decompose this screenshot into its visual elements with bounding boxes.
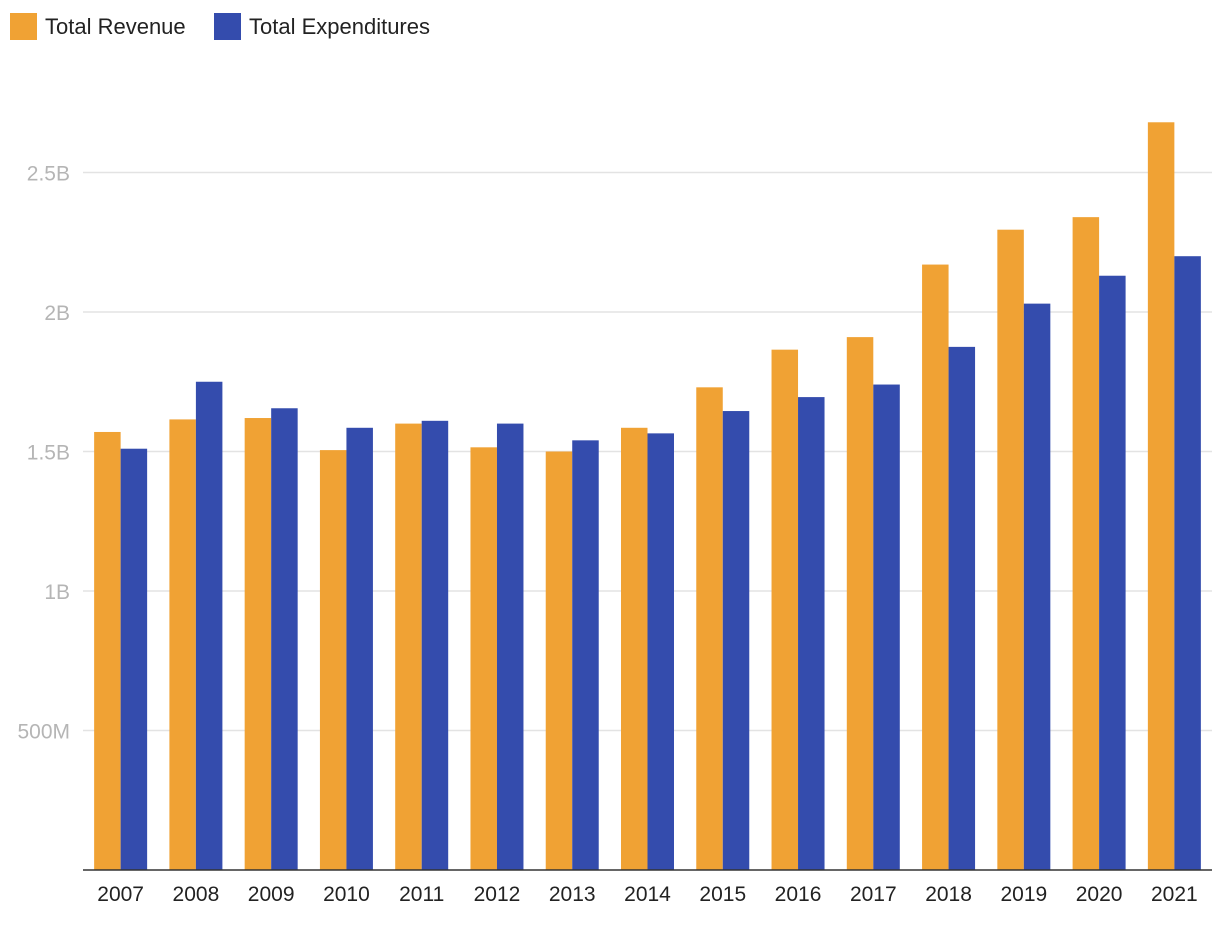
bar-total-revenue-2009 [244, 418, 272, 870]
x-tick-label: 2013 [549, 883, 596, 906]
x-tick-label: 2011 [399, 883, 444, 906]
bar-total-revenue-2017 [846, 337, 874, 870]
bar-total-expenditures-2014 [647, 433, 674, 870]
x-tick-label: 2015 [699, 883, 746, 906]
x-tick-label: 2014 [624, 883, 671, 906]
bar-total-revenue-2013 [545, 451, 573, 870]
bar-total-revenue-2018 [922, 264, 949, 870]
bar-total-expenditures-2013 [572, 440, 599, 870]
bar-total-expenditures-2012 [496, 423, 524, 870]
bar-total-revenue-2015 [696, 387, 723, 870]
bar-total-expenditures-2016 [798, 397, 825, 870]
bar-total-revenue-2021 [1147, 122, 1175, 870]
bar-total-revenue-2014 [621, 427, 648, 870]
bar-total-revenue-2020 [1072, 217, 1100, 870]
legend: Total Revenue Total Expenditures [10, 13, 430, 40]
bar-total-revenue-2011 [395, 423, 422, 870]
x-tick-label: 2020 [1076, 883, 1123, 906]
bar-total-expenditures-2011 [421, 420, 449, 870]
bar-total-revenue-2016 [771, 349, 799, 870]
x-tick-label: 2012 [474, 883, 521, 906]
y-tick-label: 1B [44, 581, 70, 604]
x-axis: 2007 2008 2009 2010 2011 2012 2013 2014 2015 2016… [97, 883, 1197, 906]
bar-total-revenue-2010 [319, 450, 347, 870]
legend-label-total-expenditures: Total Expenditures [249, 14, 430, 39]
bars [94, 122, 1201, 871]
bar-total-revenue-2012 [470, 447, 497, 870]
x-tick-label: 2016 [775, 883, 822, 906]
x-tick-label: 2010 [323, 883, 370, 906]
bar-total-expenditures-2017 [873, 384, 900, 870]
bar-total-expenditures-2019 [1023, 303, 1051, 870]
x-tick-label: 2007 [97, 883, 144, 906]
bar-total-revenue-2019 [997, 229, 1024, 870]
bar-total-expenditures-2020 [1099, 275, 1126, 871]
x-tick-label: 2019 [1000, 883, 1047, 906]
y-tick-label: 2B [44, 302, 70, 325]
x-tick-label: 2021 [1151, 883, 1198, 906]
x-tick-label: 2018 [925, 883, 972, 906]
bar-total-expenditures-2015 [722, 411, 750, 870]
legend-swatch-total-expenditures [214, 13, 241, 40]
y-axis: 500M 1B 1.5B 2B 2.5B [17, 163, 70, 744]
y-tick-label: 500M [17, 721, 70, 744]
bar-total-expenditures-2009 [271, 408, 298, 870]
bar-total-expenditures-2007 [120, 448, 148, 870]
x-tick-label: 2017 [850, 883, 897, 906]
bar-total-expenditures-2008 [195, 381, 223, 870]
bar-total-revenue-2007 [94, 431, 121, 870]
legend-label-total-revenue: Total Revenue [45, 14, 186, 39]
bar-total-expenditures-2018 [948, 346, 976, 870]
legend-swatch-total-revenue [10, 13, 37, 40]
x-tick-label: 2008 [173, 883, 220, 906]
y-tick-label: 1.5B [27, 442, 70, 465]
x-tick-label: 2009 [248, 883, 295, 906]
y-tick-label: 2.5B [27, 163, 70, 186]
bar-total-expenditures-2010 [346, 427, 373, 870]
bar-total-revenue-2008 [169, 419, 196, 870]
bar-total-expenditures-2021 [1174, 256, 1201, 870]
